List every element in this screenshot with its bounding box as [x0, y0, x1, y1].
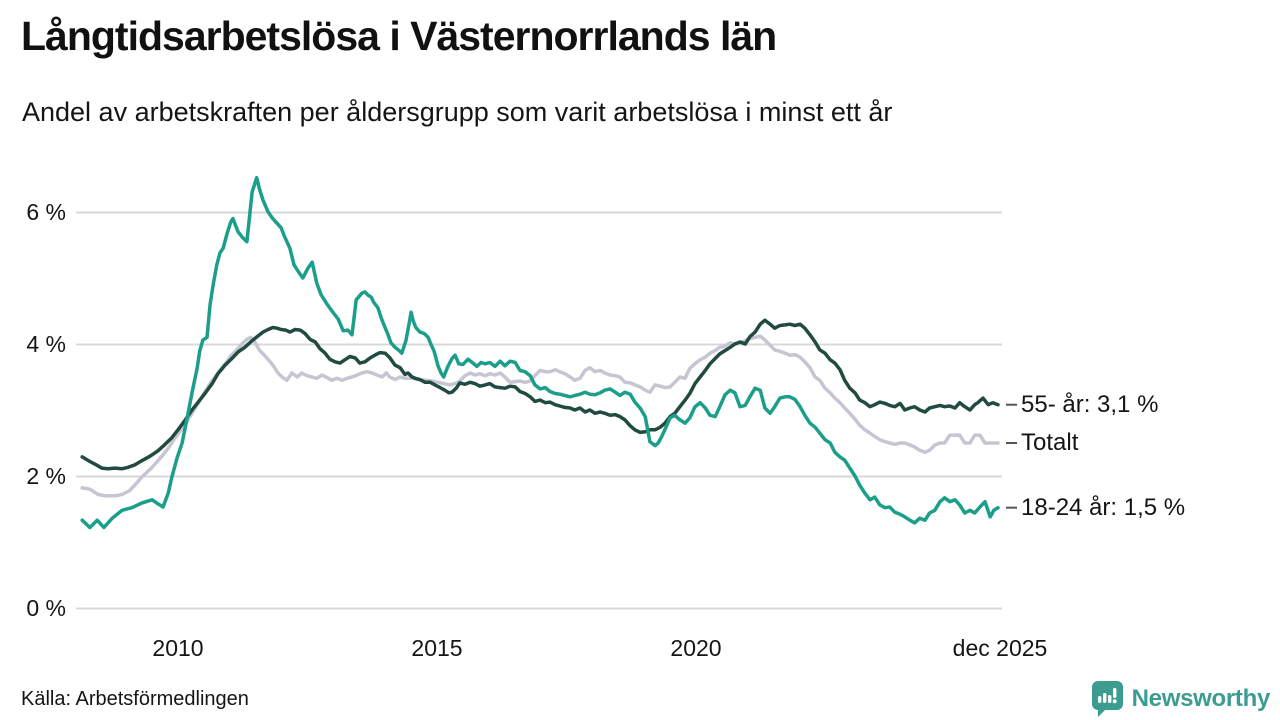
line-18-24-ar — [80, 175, 1000, 530]
bar-chart-speech-bubble-icon — [1091, 681, 1123, 717]
y-axis-tick-2: 2 % — [26, 463, 66, 489]
line-55-ar — [80, 318, 1000, 471]
newsworthy-brand: Newsworthy — [1090, 680, 1270, 718]
y-axis-tick-6: 6 % — [26, 199, 66, 225]
x-axis-tick-2010: 2010 — [152, 635, 204, 661]
brand-wordmark: Newsworthy — [1131, 685, 1271, 712]
source-credit: Källa: Arbetsförmedlingen — [21, 688, 249, 710]
x-axis-tick-2020: 2020 — [670, 635, 722, 661]
y-axis-tick-4: 4 % — [26, 331, 66, 357]
page-title: Långtidsarbetslösa i Västernorrlands län — [21, 13, 777, 59]
end-label-totalt: Totalt — [1021, 429, 1079, 456]
page-subtitle: Andel av arbetskraften per åldersgrupp s… — [22, 97, 893, 127]
end-label-18-24-ar: 18-24 år: 1,5 % — [1021, 493, 1186, 521]
y-axis-tick-0: 0 % — [26, 595, 66, 621]
end-label-55-ar: 55- år: 3,1 % — [1021, 390, 1159, 418]
line-totalt — [80, 334, 1000, 498]
x-axis-tick-2015: 2015 — [411, 635, 463, 661]
x-axis-tick-dec-2025: dec 2025 — [952, 635, 1048, 661]
